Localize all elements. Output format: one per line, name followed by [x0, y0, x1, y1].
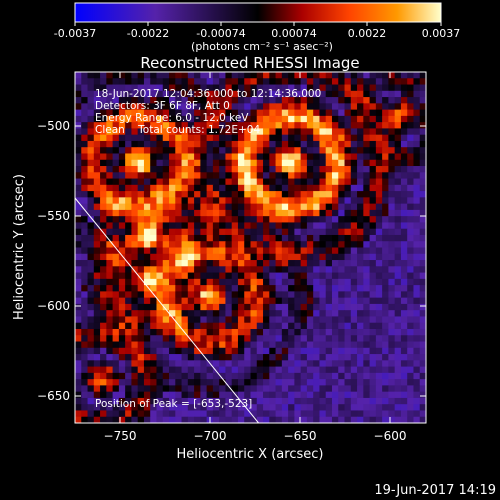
- y-axis: −500 −550 −600 −650: [37, 119, 426, 403]
- x-axis-label: Heliocentric X (arcsec): [177, 447, 324, 462]
- heatmap: [75, 72, 426, 423]
- colorbar-units: (photons cm⁻² s⁻¹ asec⁻²): [191, 40, 333, 53]
- colorbar-tick-label: 0.00074: [271, 27, 317, 40]
- colorbar: [74, 2, 442, 23]
- x-axis: −750 −700 −650 −600: [104, 72, 407, 443]
- colorbar-tick-label: -0.0037: [54, 27, 96, 40]
- annotation-peak-position: Position of Peak = [-653,-523]: [95, 398, 252, 410]
- colorbar-ticks: [74, 22, 442, 26]
- annotation-energy-range: Energy Range: 6.0 - 12.0 keV: [95, 112, 249, 124]
- colorbar-tick-label: -0.0022: [127, 27, 169, 40]
- annotation-detectors: Detectors: 3F 6F 8F, Att 0: [95, 100, 230, 112]
- x-tick-label: −750: [104, 429, 137, 443]
- x-tick-label: −650: [284, 429, 317, 443]
- footer-timestamp: 19-Jun-2017 14:19: [374, 483, 496, 498]
- y-tick-label: −550: [37, 209, 70, 223]
- chart-title: Reconstructed RHESSI Image: [140, 54, 359, 72]
- y-tick-label: −650: [37, 389, 70, 403]
- colorbar-tick-label: -0.00074: [196, 27, 245, 40]
- y-tick-label: −500: [37, 119, 70, 133]
- x-tick-label: −600: [374, 429, 407, 443]
- y-axis-label: Heliocentric Y (arcsec): [12, 174, 27, 320]
- y-tick-label: −600: [37, 299, 70, 313]
- colorbar-tick-label: 0.0037: [422, 27, 461, 40]
- annotation-clean-counts: Clean Total counts: 1.72E+04: [95, 124, 260, 136]
- x-tick-label: −700: [194, 429, 227, 443]
- solar-limb-line: [74, 197, 259, 424]
- plot-frame: [74, 71, 427, 424]
- colorbar-tick-label: 0.0022: [348, 27, 387, 40]
- annotation-time-range: 18-Jun-2017 12:04:36.000 to 12:14:36.000: [95, 88, 321, 100]
